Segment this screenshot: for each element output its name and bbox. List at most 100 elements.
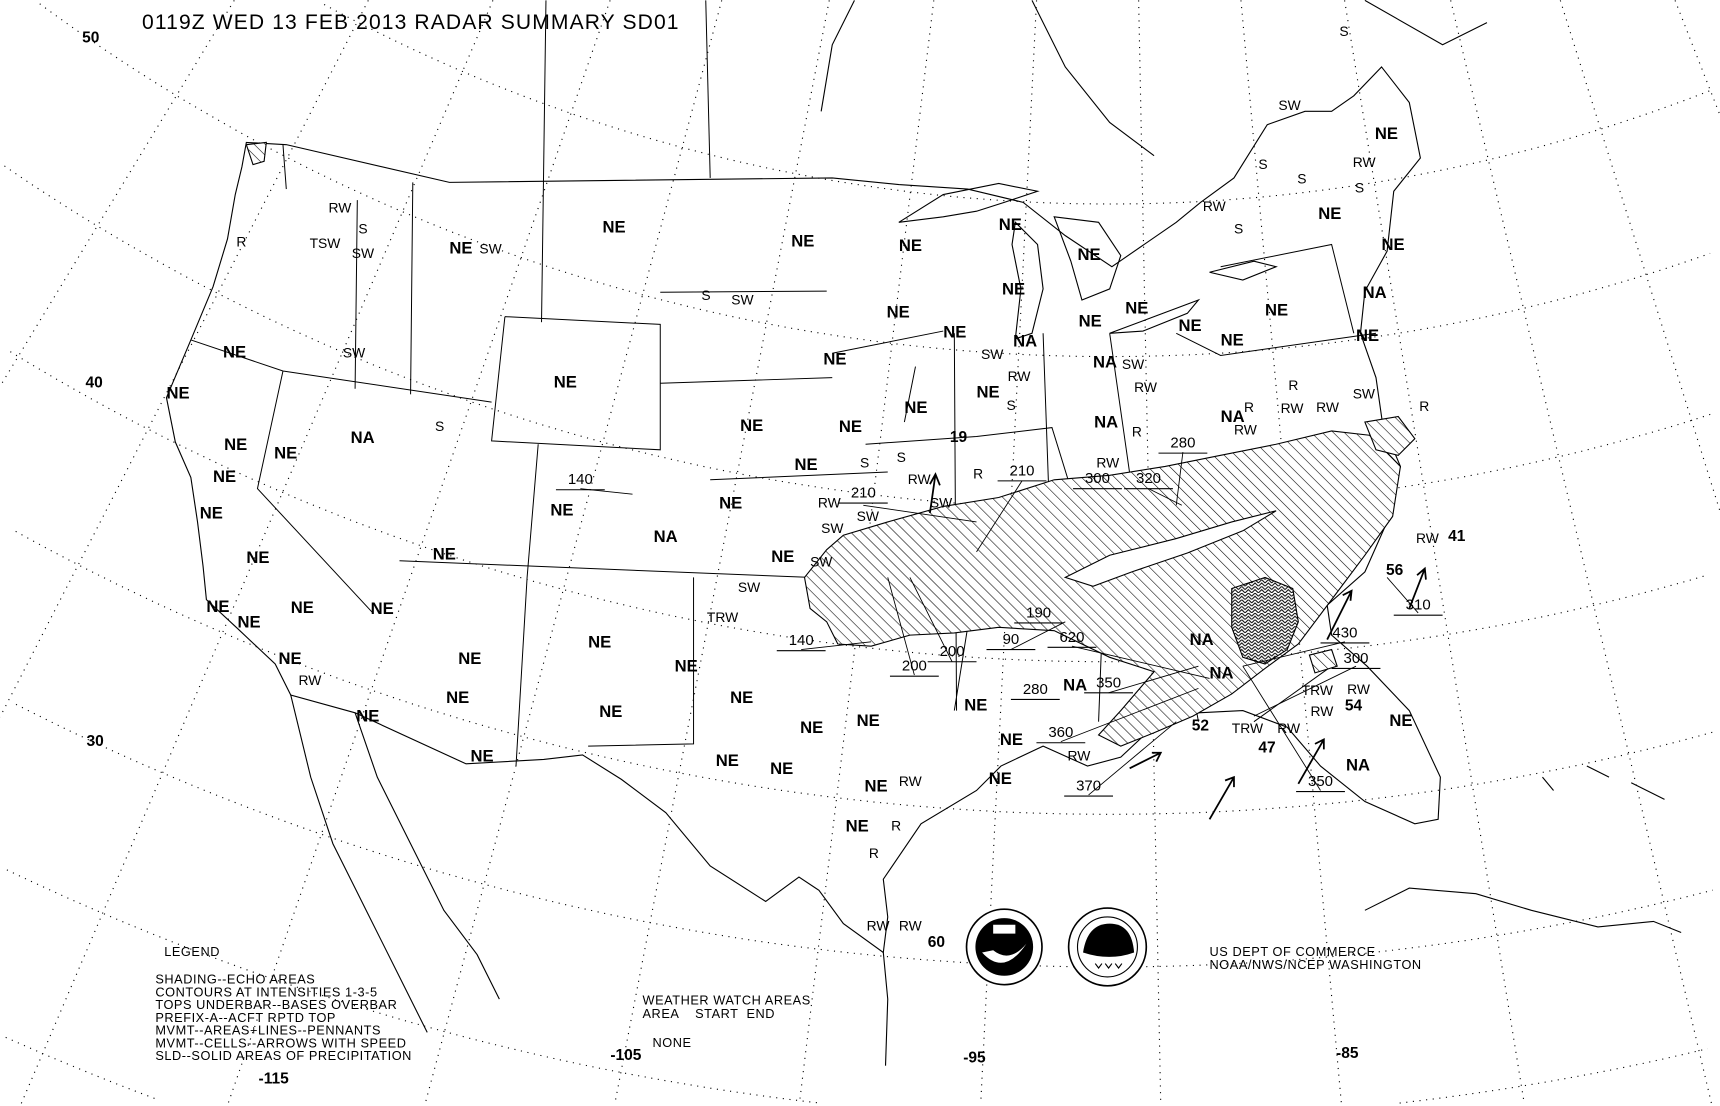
lon-label: -85 [1336,1045,1359,1062]
precip-type-label: R [236,234,246,250]
region-coverage-label: NE [999,215,1022,234]
region-coverage-label: NE [864,777,887,796]
meridian-line [1674,0,1720,116]
region-coverage-label: NE [964,696,987,715]
precip-type-label: RW [1316,399,1340,415]
movement-and-connector-lines [580,451,1427,820]
map-labels: NE NE NE NE NE NE NE NE NE NE NE NE NE NE NE NE NE NE NE NE… [166,23,1465,951]
legend-line: SLD--SOLID AREAS OF PRECIPITATION [155,1048,412,1063]
region-coverage-label: NA [1190,630,1214,649]
precip-type-label: RW [899,917,923,933]
meridian-line [1450,0,1712,1104]
region-coverage-label: NA [654,527,678,546]
precip-type-label: SW [343,345,366,361]
region-coverage-label: NE [223,343,246,362]
precip-type-label: RW [1134,379,1158,395]
region-coverage-label: NA [1093,353,1117,372]
region-coverage-label: NE [800,718,823,737]
precip-type-label: R [1132,423,1142,439]
region-coverage-label: NE [770,759,793,778]
region-coverage-label: NA [1346,755,1370,774]
credits: US DEPT OF COMMERCE NOAA/NWS/NCEP WASHIN… [1210,944,1422,972]
precip-type-label: SW [731,291,754,307]
region-coverage-label: NE [279,649,302,668]
precip-type-label: SW [738,579,761,595]
echo-top-label: 280 [1023,681,1048,698]
lake-erie [1109,298,1201,334]
precip-type-label: R [973,466,983,482]
precip-type-label: SW [352,245,375,261]
precip-type-label: R [1288,377,1298,393]
parallel-line [323,3,1714,205]
cell-speed-label: 19 [950,429,968,446]
region-coverage-label: NA [1363,283,1387,302]
echo-gap [1063,510,1277,587]
echo-top-label: 190 [1026,604,1051,621]
echo-areas [245,141,1416,747]
baja-california [290,694,500,1033]
echo-top-label: 620 [1059,629,1084,646]
legend-line: MVMT--CELLS--ARROWS WITH SPEED [155,1035,406,1050]
precip-type-label: SW [1278,97,1301,113]
precip-type-label: R [891,817,901,833]
region-coverage-label: NA [1094,413,1118,432]
parallel-line [4,165,1713,510]
region-coverage-label: NA [1063,676,1087,695]
us-outline [165,66,1441,954]
precip-type-label: S [701,287,710,303]
region-coverage-label: NE [603,217,626,236]
cell-speed-label: 47 [1258,740,1275,757]
echo-top-label: 300 [1085,470,1110,487]
region-coverage-label: NE [246,548,269,567]
meridian-line [1138,0,1162,1104]
echo-top-label: 310 [1406,597,1431,614]
map-title: 0119Z WED 13 FEB 2013 RADAR SUMMARY SD01 [142,11,680,34]
precip-type-label: TSW [310,235,342,251]
precip-type-label: SW [821,520,844,536]
echo-top-label: 210 [851,485,876,502]
mexico-gulf-coast [882,952,889,1066]
cell-speed-label: 54 [1345,698,1363,715]
parallel-line [15,703,1714,968]
region-coverage-label: NE [846,817,869,836]
region-coverage-label: NE [989,769,1012,788]
lat-label: 40 [85,375,102,392]
precip-type-label: R [869,845,879,861]
region-coverage-label: NE [206,597,229,616]
echo-top-label: 280 [1170,435,1195,452]
region-coverage-label: NE [1079,312,1102,331]
region-coverage-label: NE [1382,235,1405,254]
arrow-icon [1326,589,1353,640]
echo-area-intense [1231,576,1299,665]
echo-top-label: 200 [940,643,965,660]
precip-type-label: RW [867,917,891,933]
echo-area-wa [245,141,267,166]
region-coverage-label: NE [887,303,910,322]
precip-type-label: RW [1416,530,1440,546]
echo-top-label: 140 [568,471,593,488]
region-coverage-label: NE [356,707,379,726]
region-coverage-label: NE [719,494,742,513]
region-coverage-label: NE [857,711,880,730]
region-coverage-label: NE [449,238,472,257]
meridian-line [424,0,723,1104]
precip-type-label: SW [1122,356,1145,372]
region-coverage-label: NE [1000,730,1023,749]
meridian-line [798,0,935,1104]
region-coverage-label: NE [675,657,698,676]
region-coverage-label: NA [1221,407,1245,426]
lake-superior [898,182,1040,223]
parallel-line [10,351,1708,663]
precip-type-label: SW [981,346,1004,362]
echo-top-label: 360 [1048,724,1073,741]
lon-label: -95 [963,1049,986,1066]
region-coverage-label: NE [899,236,922,255]
precip-type-label: RW [1203,198,1227,214]
arrow-icon [1408,566,1427,609]
precip-type-label: TRW [707,609,739,625]
region-coverage-label: NE [224,435,247,454]
noaa-logo [965,908,1043,986]
precip-type-label: S [1297,170,1306,186]
echo-top-label: 140 [789,632,814,649]
